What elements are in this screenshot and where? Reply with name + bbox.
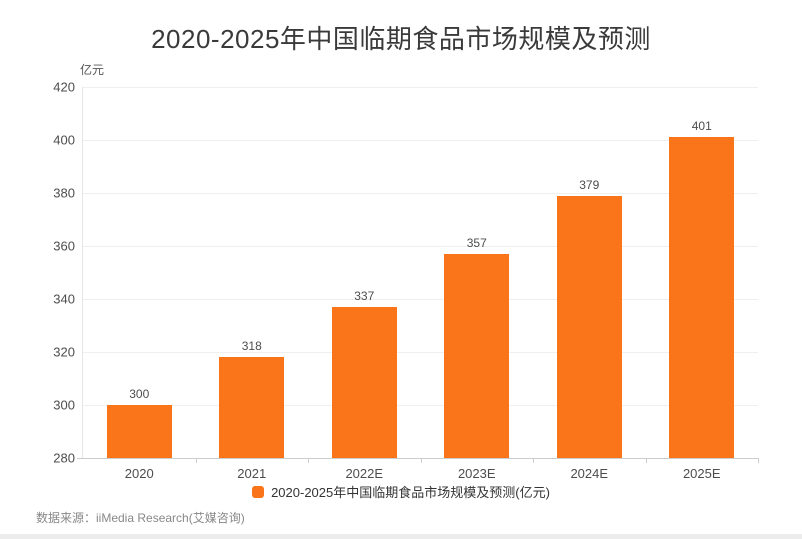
bar-2023e — [444, 253, 510, 458]
x-axis-tick — [645, 458, 647, 463]
bar-value-label: 300 — [129, 387, 150, 401]
x-axis-category-label: 2025E — [682, 466, 721, 481]
bar-value-label: 318 — [241, 339, 262, 354]
data-source-note: 数据来源：iiMedia Research(艾媒咨询) — [36, 511, 245, 525]
y-axis-tick-label: 400 — [53, 132, 75, 148]
legend-label: 2020-2025年中国临期食品市场规模及预测(亿元) — [271, 485, 550, 500]
gridline — [83, 87, 758, 88]
bar-value-label: 379 — [579, 177, 600, 192]
bar-2024e — [556, 195, 622, 458]
x-axis-tick — [195, 458, 197, 463]
bottom-edge-shadow — [0, 534, 802, 539]
bar-2025e — [669, 137, 735, 458]
x-axis-tick — [533, 458, 534, 463]
x-axis-tick — [308, 458, 309, 463]
y-axis-tick-label: 300 — [53, 397, 75, 413]
y-axis-unit-label: 亿元 — [80, 63, 105, 77]
x-axis-category-label: 2021 — [237, 466, 267, 481]
gridline — [83, 299, 758, 300]
x-axis-tick — [758, 458, 759, 463]
bar-value-label: 401 — [691, 119, 712, 134]
x-axis-category-label: 2024E — [570, 466, 609, 481]
x-axis-line — [77, 458, 758, 459]
x-axis-category-label: 2020 — [124, 466, 154, 481]
bar-value-label: 357 — [466, 235, 487, 250]
x-axis-category-label: 2022E — [345, 466, 384, 481]
bar-2020 — [106, 405, 172, 458]
y-axis-tick-label: 420 — [53, 79, 75, 95]
gridline — [83, 140, 758, 141]
legend: 2020-2025年中国临期食品市场规模及预测(亿元) — [0, 482, 802, 501]
legend-marker-icon — [252, 485, 265, 498]
y-axis-tick-label: 320 — [53, 344, 75, 360]
gridline — [83, 193, 758, 194]
bar-value-label: 337 — [354, 288, 375, 303]
gridline — [83, 246, 758, 247]
bar-2021 — [219, 357, 285, 458]
x-axis-tick — [420, 458, 422, 463]
chart-title: 2020-2025年中国临期食品市场规模及预测 — [151, 24, 651, 54]
x-axis-category-label: 2023E — [457, 466, 496, 481]
gridline — [83, 352, 758, 353]
gridline — [83, 405, 758, 406]
bar-2022e — [331, 306, 397, 458]
y-axis-tick-label: 340 — [53, 291, 75, 307]
y-axis-tick-label: 380 — [53, 185, 75, 201]
y-axis-tick-label: 280 — [53, 450, 75, 466]
plot-area: 280 300 320 340 360 380 400 420 300 2020 318 2021 33… — [53, 80, 759, 481]
y-axis-tick-label: 360 — [53, 238, 75, 254]
